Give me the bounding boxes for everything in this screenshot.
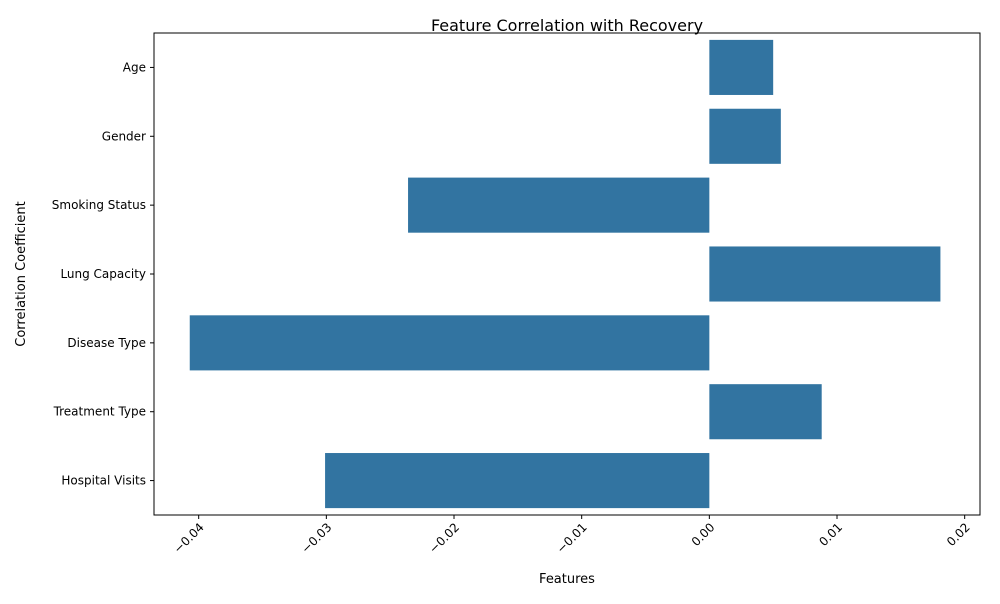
y-tick-label: Disease Type [67, 336, 146, 350]
y-tick-label: Lung Capacity [60, 267, 146, 281]
y-tick-label: Hospital Visits [61, 474, 146, 488]
bar [709, 39, 774, 95]
x-tick-label: 0.01 [816, 520, 845, 549]
x-tick-label: 0.02 [944, 520, 973, 549]
plot-frame [153, 32, 981, 516]
y-tick-label: Age [123, 60, 146, 74]
x-tick-label: −0.03 [299, 520, 335, 556]
chart-title: Feature Correlation with Recovery [431, 16, 703, 35]
x-axis-label: Features [539, 572, 595, 587]
bar [325, 453, 710, 509]
bar [709, 384, 822, 440]
bar [709, 246, 941, 302]
y-tick-label: Gender [102, 129, 146, 143]
y-tick-label: Treatment Type [53, 405, 146, 419]
x-tick-label: −0.02 [426, 520, 462, 556]
y-axis: Age Gender Smoking Status Lung Capacity Dise… [52, 60, 154, 488]
x-tick-label: −0.04 [171, 520, 207, 556]
x-tick-label: −0.01 [554, 520, 590, 556]
y-tick-label: Smoking Status [52, 198, 146, 212]
bars [189, 39, 941, 509]
x-axis: −0.04 −0.03 −0.02 −0.01 0.00 0.01 0.02 [171, 515, 973, 556]
bar [189, 315, 710, 371]
y-axis-label: Correlation Coefficient [14, 201, 29, 347]
bar [408, 177, 710, 233]
bar [709, 108, 781, 164]
x-tick-label: 0.00 [689, 520, 718, 549]
